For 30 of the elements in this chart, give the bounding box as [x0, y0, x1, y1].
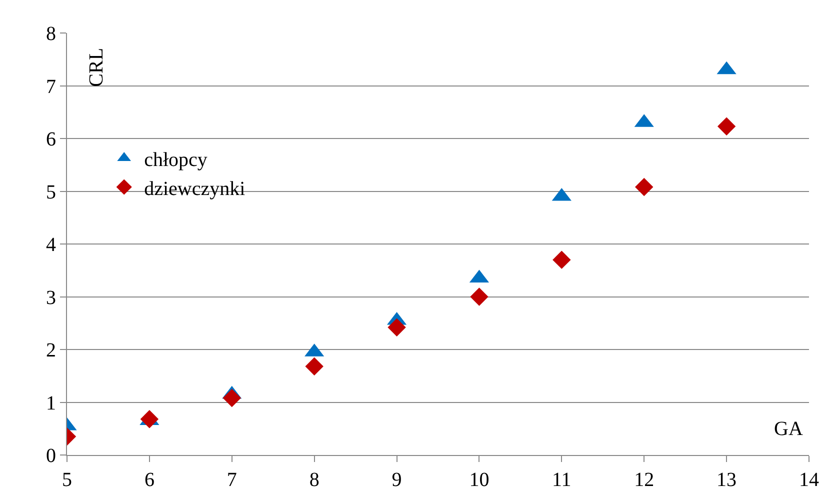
y-tick-label: 0: [46, 445, 56, 467]
legend-label: chłopcy: [144, 148, 208, 171]
y-tick-label: 6: [46, 128, 56, 150]
y-tick-label: 4: [46, 234, 56, 256]
x-tick-label: 9: [392, 469, 402, 491]
x-tick-label: 5: [62, 469, 72, 491]
point: [140, 410, 159, 428]
point: [222, 388, 241, 408]
x-tick-label: 14: [799, 469, 819, 491]
x-tick-label: 7: [226, 469, 237, 491]
x-tick-label: 6: [144, 469, 154, 491]
legend-label: dziewczynki: [144, 178, 246, 200]
x-axis-title: GA: [774, 418, 804, 440]
x-tick-label: 8: [309, 469, 320, 491]
x-tick-label: 13: [716, 469, 737, 491]
y-tick-label: 2: [46, 340, 56, 362]
point: [552, 250, 571, 269]
point: [470, 288, 488, 306]
y-tick-label: 7: [46, 76, 56, 98]
y-axis-title: CRL: [86, 48, 108, 87]
y-tick-label: 1: [46, 392, 56, 414]
x-tick-label: 11: [552, 469, 572, 491]
x-tick-label: 12: [634, 469, 654, 491]
y-tick-label: 5: [46, 181, 56, 204]
point: [305, 357, 324, 376]
point: [635, 178, 654, 196]
y-tick-label: 8: [46, 23, 56, 45]
x-tick-label: 10: [469, 469, 490, 491]
point: [388, 318, 406, 336]
y-tick-label: 3: [46, 286, 56, 309]
